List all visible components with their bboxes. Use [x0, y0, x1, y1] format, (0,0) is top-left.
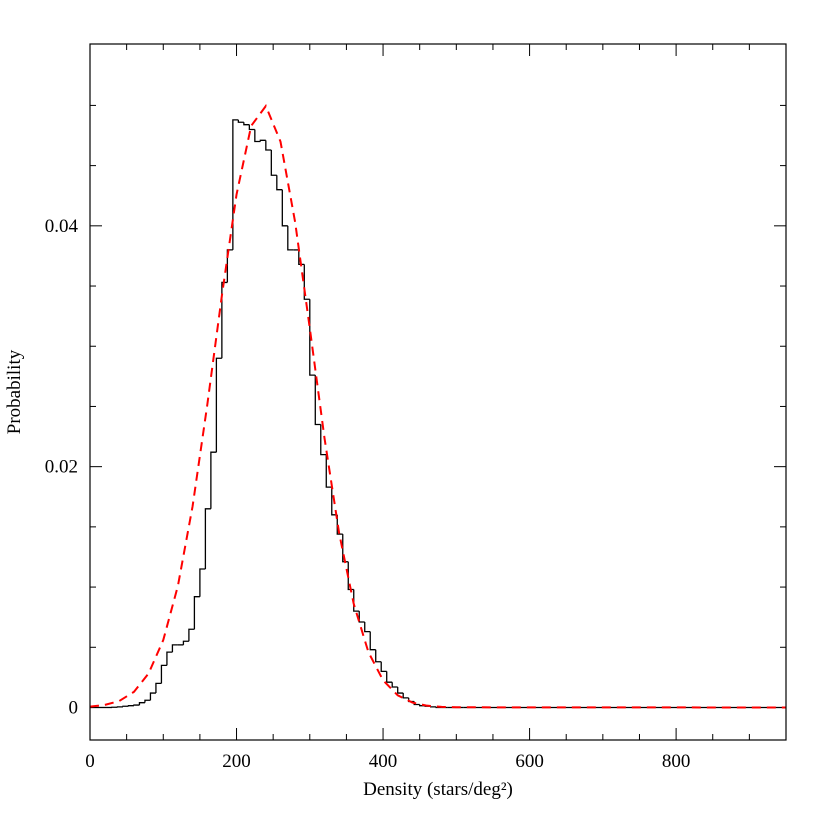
histogram-step — [221, 281, 228, 359]
histogram-step — [287, 225, 294, 251]
histogram-step — [386, 671, 393, 683]
histogram-step — [314, 375, 321, 426]
histogram-step — [133, 704, 140, 706]
y-tick-label: 0 — [69, 697, 79, 718]
x-tick-label: 600 — [515, 751, 544, 772]
histogram-step — [188, 628, 195, 642]
histogram-step — [336, 514, 343, 535]
histogram-step — [347, 561, 354, 591]
histogram-step — [342, 534, 349, 563]
histogram-step — [303, 264, 310, 300]
histogram-step — [138, 702, 145, 706]
histogram-step — [397, 687, 404, 694]
histogram-step — [281, 189, 288, 227]
histogram-step — [193, 596, 200, 630]
x-tick-label: 0 — [85, 751, 95, 772]
histogram-step — [265, 140, 272, 151]
x-tick-label: 800 — [662, 751, 691, 772]
histogram-step — [325, 454, 332, 488]
histogram-step — [210, 451, 217, 509]
histogram-step — [364, 621, 371, 633]
x-tick-label: 400 — [369, 751, 398, 772]
x-axis-label: Density (stars/deg²) — [363, 779, 513, 800]
histogram-step — [243, 122, 250, 126]
histogram-step — [155, 682, 162, 694]
y-axis-label: Probability — [4, 349, 25, 434]
histogram-step — [402, 693, 409, 699]
histogram-step — [353, 589, 360, 612]
histogram-step — [430, 706, 437, 708]
histogram-step — [127, 705, 134, 707]
histogram-step — [182, 640, 189, 645]
histogram-step — [358, 611, 365, 623]
histogram-step — [215, 357, 222, 453]
histogram-step — [171, 644, 178, 653]
histogram-step — [369, 631, 376, 651]
histogram-step — [298, 249, 305, 266]
histogram-step — [391, 682, 398, 688]
histogram-step — [237, 119, 244, 123]
histogram-step — [160, 664, 167, 684]
histogram-step — [204, 508, 211, 570]
histogram-step — [254, 129, 261, 143]
y-tick-label: 0.02 — [45, 457, 78, 478]
plot-frame — [89, 43, 787, 741]
histogram-step — [199, 568, 206, 597]
histogram-step — [248, 124, 255, 131]
fit-curve — [89, 103, 787, 709]
histogram-step — [166, 651, 173, 666]
histogram-step — [122, 705, 129, 707]
histogram-step — [380, 661, 387, 673]
histogram-step — [276, 175, 283, 191]
histogram-step — [270, 149, 277, 176]
histogram-step — [320, 424, 327, 456]
histogram-step — [375, 649, 382, 663]
histogram-step — [259, 139, 266, 142]
histogram-step — [232, 119, 239, 250]
y-tick-label: 0.04 — [45, 216, 79, 237]
x-tick-label: 200 — [222, 751, 251, 772]
histogram-step — [144, 699, 151, 703]
histogram-step — [149, 692, 156, 701]
histogram-step — [226, 249, 233, 283]
